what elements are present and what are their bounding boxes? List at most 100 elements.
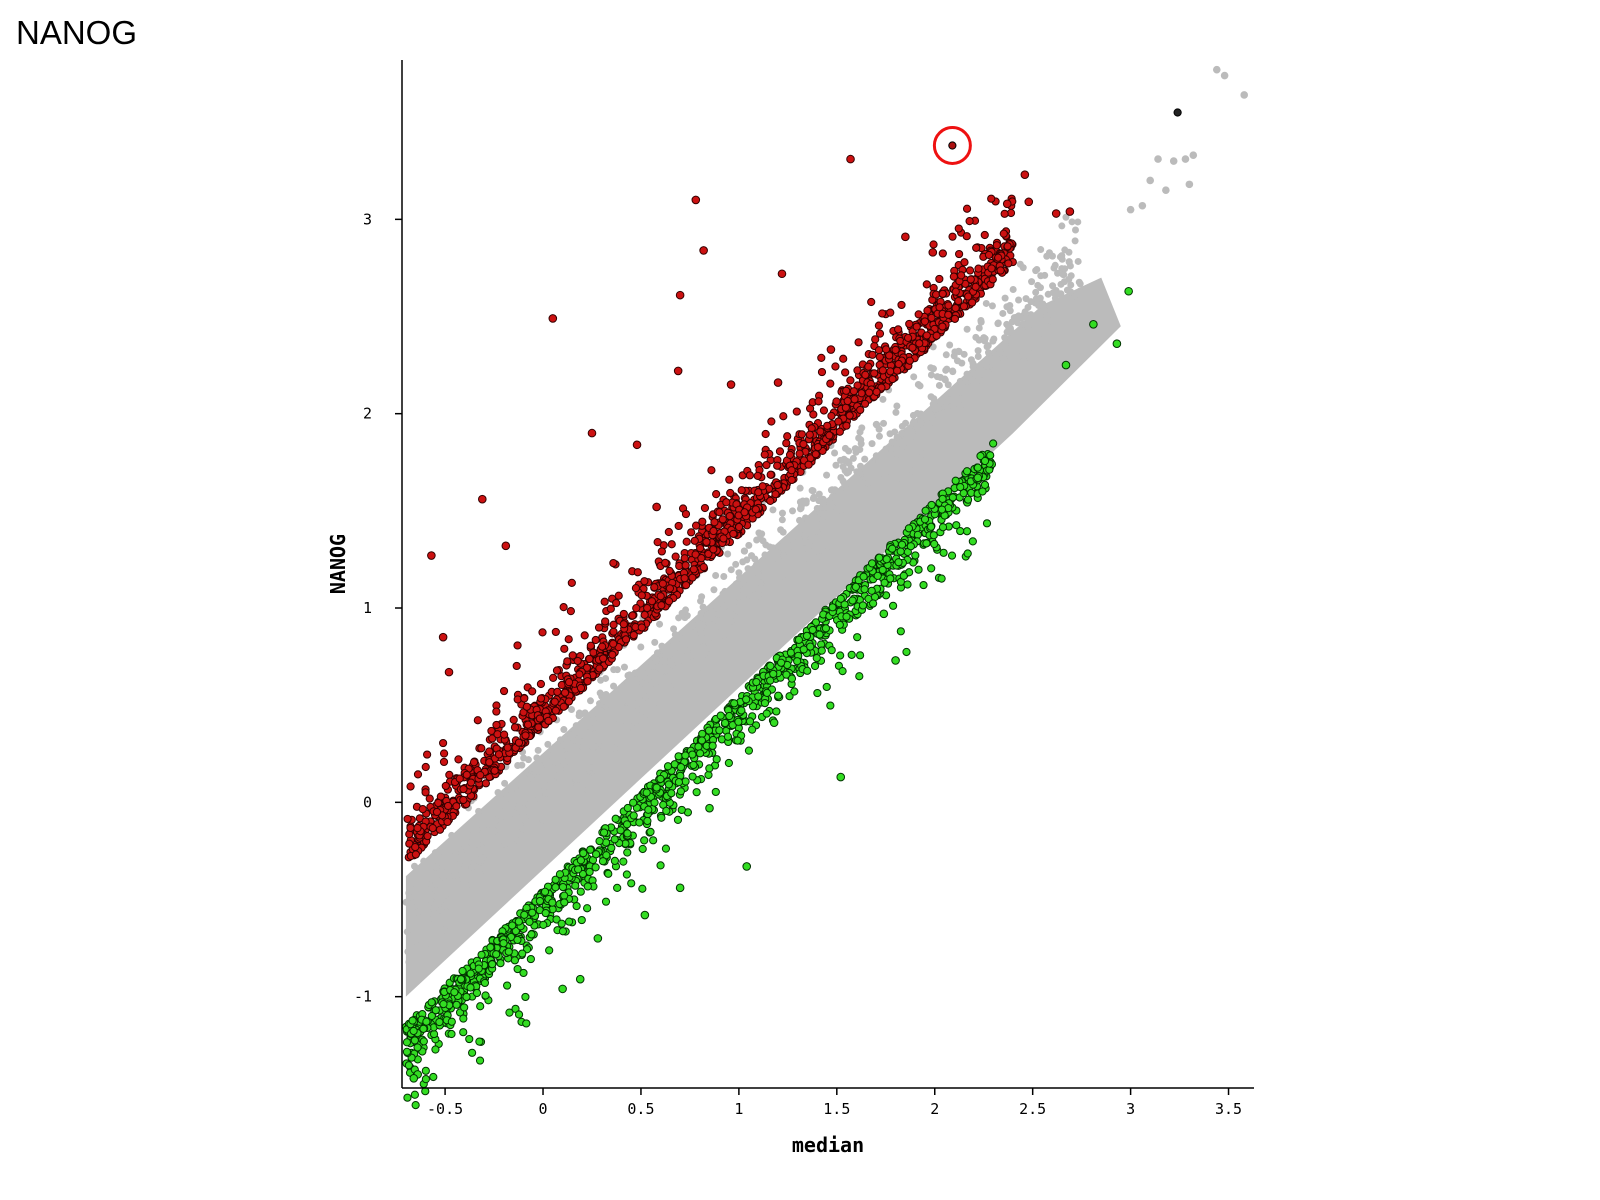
up-point — [965, 217, 974, 226]
unchanged-point — [1049, 289, 1057, 297]
unchanged-point — [1001, 294, 1009, 302]
down-point — [657, 813, 666, 822]
unchanged-point — [974, 353, 982, 361]
up-point — [452, 802, 461, 811]
up-point — [691, 550, 700, 559]
unchanged-point — [740, 547, 748, 555]
unchanged-point — [670, 625, 678, 633]
up-point — [856, 405, 865, 415]
up-point — [609, 620, 618, 629]
unchanged-point — [942, 351, 950, 359]
down-point — [880, 578, 889, 587]
up-point — [857, 389, 866, 398]
x-tick-label: 1.5 — [823, 1100, 850, 1118]
unchanged-point — [414, 908, 422, 916]
up-point — [696, 544, 705, 553]
up-point — [817, 367, 827, 377]
up-point — [839, 354, 848, 363]
unchanged-point — [967, 356, 975, 364]
up-point — [573, 656, 582, 666]
up-point — [619, 609, 628, 619]
unchanged-point — [448, 831, 456, 839]
down-point — [466, 983, 475, 992]
unchanged-point — [872, 452, 880, 460]
unchanged-point — [578, 782, 586, 790]
up-point — [779, 412, 788, 421]
unchanged-point — [594, 724, 602, 732]
up-point — [927, 313, 936, 322]
x-tick-label: 0 — [539, 1100, 548, 1118]
up-point — [586, 641, 595, 650]
up-point — [462, 770, 471, 779]
up-point — [513, 641, 522, 650]
up-point — [513, 695, 522, 704]
down-point — [752, 677, 761, 687]
down-point — [510, 956, 519, 965]
down-point — [673, 815, 683, 825]
unchanged-point — [873, 420, 881, 428]
unchanged-point — [745, 541, 753, 549]
unchanged-point — [560, 726, 568, 734]
unchanged-point — [819, 499, 827, 507]
down-point — [422, 1017, 431, 1026]
unchanged-point — [863, 471, 871, 479]
unchanged-point — [869, 460, 877, 468]
down-point — [646, 827, 655, 837]
unchanged-point — [776, 543, 784, 551]
up-point — [445, 770, 454, 779]
down-point — [629, 798, 638, 807]
unchanged-point — [714, 610, 722, 618]
unchanged-point — [562, 757, 570, 765]
up-point — [441, 781, 450, 791]
unchanged-point — [801, 528, 809, 536]
unchanged-point — [1049, 282, 1057, 290]
unchanged-point — [461, 842, 469, 850]
down-point — [725, 711, 734, 721]
unchanged-point — [849, 454, 857, 462]
unchanged-point — [705, 639, 713, 647]
up-point — [825, 431, 834, 440]
unchanged-point — [941, 376, 949, 384]
up-point — [966, 275, 975, 284]
up-point — [878, 309, 887, 318]
down-point — [551, 875, 560, 884]
down-point — [692, 788, 701, 797]
down-point — [963, 549, 972, 558]
down-point — [652, 783, 661, 792]
up-point — [536, 694, 546, 703]
down-point — [869, 599, 878, 608]
unchanged-point — [501, 840, 509, 848]
up-point — [903, 333, 913, 342]
up-point — [850, 395, 859, 404]
down-point — [899, 571, 908, 580]
up-point — [761, 429, 770, 439]
down-point — [656, 861, 665, 870]
down-point — [602, 851, 611, 860]
up-point — [944, 310, 953, 319]
unchanged-point — [441, 902, 449, 910]
unchanged-point — [1000, 355, 1008, 363]
up-point — [510, 723, 520, 732]
up-point — [935, 274, 944, 284]
unchanged-point — [740, 595, 748, 603]
unchanged-point — [983, 343, 991, 351]
down-point — [572, 901, 581, 911]
unchanged-point — [413, 865, 421, 873]
unchanged-point — [888, 438, 896, 446]
down-point — [472, 988, 482, 998]
down-point — [514, 1010, 524, 1019]
down-point — [715, 726, 724, 735]
up-point — [881, 345, 891, 354]
up-point — [845, 411, 854, 420]
unchanged-point — [832, 461, 840, 469]
unchanged-point — [637, 643, 645, 651]
unchanged-point — [1212, 65, 1221, 74]
down-point — [847, 650, 856, 659]
unchanged-point — [575, 760, 583, 768]
unchanged-point — [631, 669, 639, 677]
up-point — [534, 723, 543, 732]
up-point — [915, 339, 924, 348]
up-point — [403, 814, 412, 824]
unchanged-point — [977, 377, 985, 385]
up-point — [459, 784, 468, 794]
